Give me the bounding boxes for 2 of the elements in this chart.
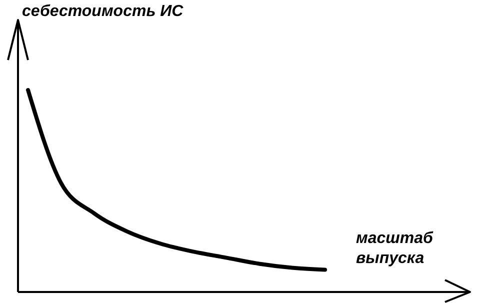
y-axis-title: себестоимость ИС (22, 3, 184, 20)
x-axis-title: масштаб выпуска (356, 230, 434, 267)
